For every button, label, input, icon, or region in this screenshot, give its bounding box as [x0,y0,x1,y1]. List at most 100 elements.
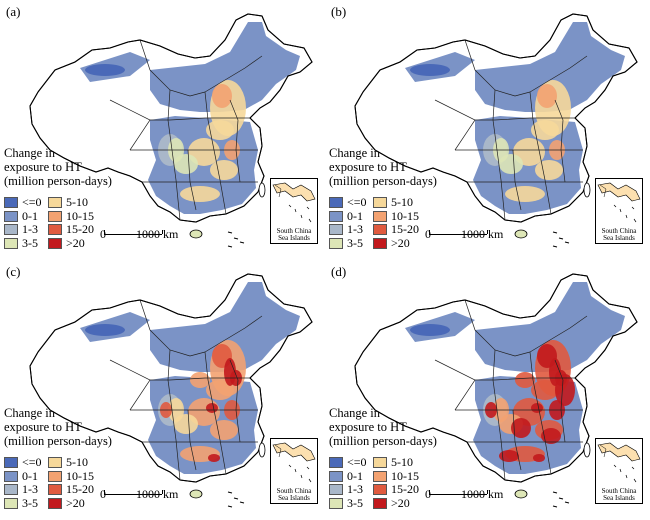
inset-caption: South China Sea Islands [601,227,637,242]
exposure-hotspot [541,428,561,444]
legend-label: 1-3 [347,482,363,496]
legend-label: 15-20 [66,482,94,496]
legend-item: 10-15 [373,209,419,223]
south-china-sea-inset: South China Sea Islands [595,178,643,244]
exposure-hotspot [208,454,220,462]
exposure-hotspot [210,420,238,440]
legend-item: 0-1 [4,469,42,483]
legend-label: <=0 [22,455,42,469]
legend-label: 1-3 [347,222,363,236]
legend-swatch [48,497,62,509]
scale-label-zero: 0 [425,487,431,501]
legend-label: >20 [391,235,410,250]
legend-item: 1-3 [329,222,367,236]
legend-item: 15-20 [373,222,419,236]
legend-label: 10-15 [66,468,94,483]
exposure-hotspot [535,160,563,180]
legend-title: Change in exposure to HT (million person-d… [329,406,437,448]
china-map [354,273,638,508]
legend-item: 10-15 [373,468,419,483]
legend-swatch [4,197,18,208]
scale-label-distance: 1000 km [461,487,504,501]
exposure-region-blue [150,282,300,372]
legend-swatch [4,497,18,509]
legend-label: 0-1 [347,208,363,223]
panel-label: (a) [6,4,21,19]
legend-label: 3-5 [347,495,363,510]
scale-label-distance: 1000 km [136,227,179,241]
legend-item: 0-1 [329,208,367,223]
china-map [29,273,313,508]
legend-swatch [373,470,387,482]
legend-item: 15-20 [48,482,94,496]
legend-label: 3-5 [22,495,38,510]
panel-label: (d) [331,264,347,279]
legend-swatch [373,237,387,249]
legend-title: Change in exposure to HT (million person-d… [4,146,112,188]
legend-item: 1-3 [4,222,42,236]
exposure-hotspot [531,403,543,413]
legend-item: 10-15 [48,468,94,483]
legend-label: 10-15 [391,468,419,483]
south-china-sea-inset: South China Sea Islands [270,178,318,244]
legend-item: <=0 [329,455,367,469]
exposure-hotspot [533,454,545,462]
exposure-hotspot [180,186,220,202]
map-panel-b: (b) Change in exposure to HT (million perso… [325,0,650,260]
exposure-hotspot [555,374,575,406]
legend-item: 1-3 [4,482,42,496]
exposure-hotspot [224,358,236,386]
legend-swatch [48,210,62,222]
legend-label: 1-3 [22,222,38,236]
inset-caption: South China Sea Islands [601,487,637,502]
legend-swatch [48,224,62,235]
exposure-hotspot [212,84,232,108]
exposure-hotspot [505,186,545,202]
legend-item: >20 [48,495,94,510]
exposure-hotspot [210,160,238,180]
legend-item: 5-10 [48,195,94,209]
inset-caption: South China Sea Islands [276,227,312,242]
legend-label: >20 [66,235,85,250]
legend-label: 3-5 [22,235,38,250]
legend-item: <=0 [4,455,42,469]
legend-item: 3-5 [329,495,367,510]
scale-label-zero: 0 [100,227,106,241]
exposure-hotspot [206,403,218,413]
legend-label: 1-3 [22,482,38,496]
legend-label: 3-5 [347,235,363,250]
legend-label: >20 [391,495,410,510]
scale-bar [429,224,491,236]
legend-label: >20 [66,495,85,510]
legend-swatch [329,237,343,249]
legend-item: >20 [373,235,419,250]
inset-caption: South China Sea Islands [276,487,312,502]
legend-swatch [4,210,18,222]
exposure-hotspot [499,450,519,462]
legend-item: 1-3 [329,482,367,496]
exposure-hotspot [537,84,557,108]
legend-swatch [4,470,18,482]
legend-label: 5-10 [66,455,88,469]
legend-label: 10-15 [66,208,94,223]
legend-item: 3-5 [329,235,367,250]
legend-label: 5-10 [66,195,88,209]
legend-swatch [373,224,387,235]
legend-item: 15-20 [373,482,419,496]
legend-swatch [373,210,387,222]
map-panel-a: (a) Change in exposure to HT (million perso… [0,0,325,260]
legend-item: 15-20 [48,222,94,236]
legend-item: >20 [373,495,419,510]
legend-swatch [373,457,387,468]
exposure-hotspot [190,372,210,388]
legend-label: 0-1 [347,468,363,483]
legend-swatch [329,497,343,509]
exposure-region-blue [475,22,625,112]
scale-label-zero: 0 [100,487,106,501]
legend-swatch [329,484,343,495]
legend-item: 5-10 [48,455,94,469]
china-map [29,13,313,248]
legend-swatch [329,197,343,208]
exposure-hotspot [531,380,559,400]
legend-item: >20 [48,235,94,250]
